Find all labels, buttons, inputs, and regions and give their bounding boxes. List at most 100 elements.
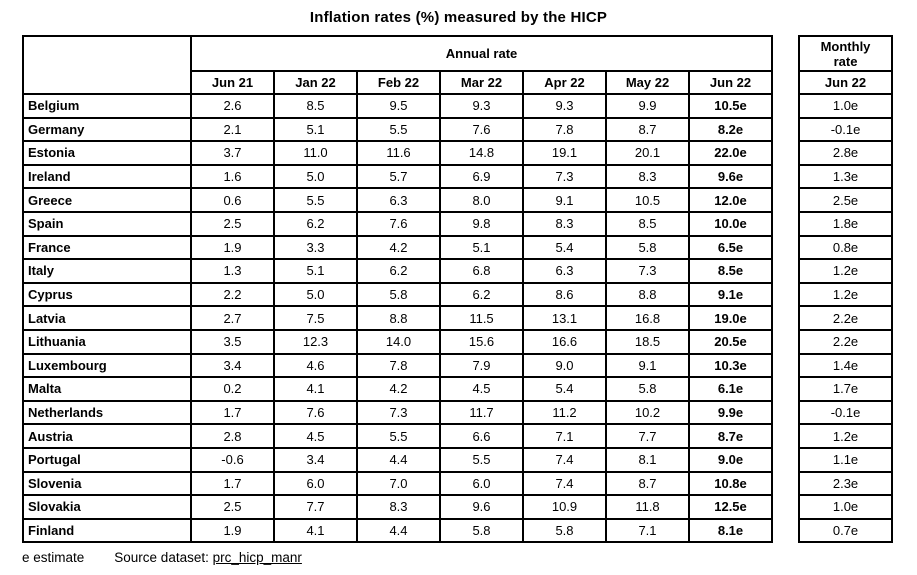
value-cell: 8.1e: [687, 517, 774, 544]
value-cell: 14.8: [439, 140, 524, 166]
value-cell: 6.9: [439, 163, 524, 190]
value-cell: 9.1: [522, 187, 607, 213]
value-cell: 7.7: [273, 494, 358, 520]
table-row: Spain 2.5 6.2 7.6 9.8 8.3 8.5 10.0e: [22, 210, 774, 237]
value-cell: 2.5: [190, 494, 275, 520]
value-cell: 18.5: [605, 328, 690, 355]
table-row: Italy 1.3 5.1 6.2 6.8 6.3 7.3 8.5e: [22, 258, 774, 284]
value-cell: 7.3: [356, 399, 441, 426]
value-cell: 6.0: [439, 470, 524, 497]
value-cell: 1.7: [190, 399, 275, 426]
value-cell: 5.8: [605, 234, 690, 261]
table-row: Luxembourg 3.4 4.6 7.8 7.9 9.0 9.1 10.3e: [22, 352, 774, 379]
table-row: Malta 0.2 4.1 4.2 4.5 5.4 5.8 6.1e: [22, 376, 774, 402]
value-cell: 8.3: [522, 210, 607, 237]
value-cell: 6.5e: [687, 234, 774, 261]
value-cell: 4.5: [439, 376, 524, 402]
value-cell: 4.2: [356, 234, 441, 261]
value-cell: 8.6: [522, 281, 607, 308]
monthly-value-cell: 1.0e: [798, 93, 894, 119]
value-cell: 6.2: [439, 281, 524, 308]
value-cell: 7.8: [522, 116, 607, 143]
value-cell: 7.6: [273, 399, 358, 426]
source-dataset-link[interactable]: prc_hicp_manr: [212, 550, 302, 566]
value-cell: 10.3e: [687, 352, 774, 379]
value-cell: 5.5: [356, 423, 441, 449]
value-cell: 7.5: [273, 305, 358, 331]
value-cell: 16.6: [522, 328, 607, 355]
value-cell: 8.8: [605, 281, 690, 308]
country-cell: Ireland: [22, 163, 192, 190]
value-cell: 15.6: [439, 328, 524, 355]
value-cell: 11.2: [522, 399, 607, 426]
country-cell: Lithuania: [22, 328, 192, 355]
column-header: Apr 22: [522, 70, 607, 95]
table-row: Belgium 2.6 8.5 9.5 9.3 9.3 9.9 10.5e: [22, 93, 774, 119]
table-row: Ireland 1.6 5.0 5.7 6.9 7.3 8.3 9.6e: [22, 163, 774, 190]
value-cell: 7.8: [356, 352, 441, 379]
monthly-value-cell: 0.8e: [798, 234, 894, 261]
value-cell: 8.3: [356, 494, 441, 520]
value-cell: 9.3: [439, 93, 524, 119]
monthly-table-row: 1.2e: [798, 281, 894, 308]
monthly-value-cell: 2.2e: [798, 305, 894, 331]
tables-container: Annual rate Jun 21 Jan 22 Feb 22 Mar 22 Apr …: [22, 35, 917, 544]
monthly-table-row: 2.5e: [798, 187, 894, 213]
monthly-table-row: 0.7e: [798, 517, 894, 544]
monthly-column-header: Jun 22: [798, 70, 894, 95]
value-cell: 1.9: [190, 234, 275, 261]
value-cell: 9.9: [605, 93, 690, 119]
monthly-table-row: 1.7e: [798, 376, 894, 402]
column-header: Mar 22: [439, 70, 524, 95]
value-cell: 6.3: [522, 258, 607, 284]
value-cell: 9.0e: [687, 446, 774, 473]
value-cell: 5.5: [356, 116, 441, 143]
value-cell: 8.5e: [687, 258, 774, 284]
monthly-value-cell: 1.2e: [798, 258, 894, 284]
value-cell: 6.6: [439, 423, 524, 449]
value-cell: 14.0: [356, 328, 441, 355]
column-header: Jun 21: [190, 70, 275, 95]
monthly-value-cell: 1.1e: [798, 446, 894, 473]
country-cell: Latvia: [22, 305, 192, 331]
country-cell: Portugal: [22, 446, 192, 473]
estimate-note: e estimate: [22, 550, 85, 566]
value-cell: 3.7: [190, 140, 275, 166]
monthly-rate-table: Monthly rate Jun 22 1.0e -0.1e 2.8e 1.3e 2.5…: [798, 35, 894, 544]
monthly-rate-group-header: Monthly rate: [798, 35, 894, 72]
table-row: Austria 2.8 4.5 5.5 6.6 7.1 7.7 8.7e: [22, 423, 774, 449]
value-cell: 5.8: [439, 517, 524, 544]
monthly-table-row: 1.0e: [798, 93, 894, 119]
value-cell: 7.1: [605, 517, 690, 544]
column-header: Feb 22: [356, 70, 441, 95]
value-cell: 3.4: [190, 352, 275, 379]
monthly-value-cell: 1.2e: [798, 281, 894, 308]
page-title: Inflation rates (%) measured by the HICP: [309, 9, 608, 26]
value-cell: 2.5: [190, 210, 275, 237]
monthly-table-row: 1.8e: [798, 210, 894, 237]
value-cell: 8.5: [605, 210, 690, 237]
value-cell: 11.5: [439, 305, 524, 331]
value-cell: 19.0e: [687, 305, 774, 331]
value-cell: 19.1: [522, 140, 607, 166]
column-header: May 22: [605, 70, 690, 95]
monthly-table-row: -0.1e: [798, 399, 894, 426]
value-cell: 5.1: [273, 116, 358, 143]
value-cell: 8.3: [605, 163, 690, 190]
country-cell: Italy: [22, 258, 192, 284]
value-cell: 8.7e: [687, 423, 774, 449]
value-cell: 11.6: [356, 140, 441, 166]
value-cell: 20.1: [605, 140, 690, 166]
value-cell: 4.5: [273, 423, 358, 449]
value-cell: 4.1: [273, 376, 358, 402]
country-cell: Slovenia: [22, 470, 192, 497]
column-header: Jun 22: [687, 70, 774, 95]
monthly-value-cell: 1.7e: [798, 376, 894, 402]
value-cell: 10.5: [605, 187, 690, 213]
monthly-table-row: 1.1e: [798, 446, 894, 473]
value-cell: 9.8: [439, 210, 524, 237]
value-cell: 2.8: [190, 423, 275, 449]
monthly-value-cell: 1.3e: [798, 163, 894, 190]
value-cell: 1.6: [190, 163, 275, 190]
value-cell: 22.0e: [687, 140, 774, 166]
